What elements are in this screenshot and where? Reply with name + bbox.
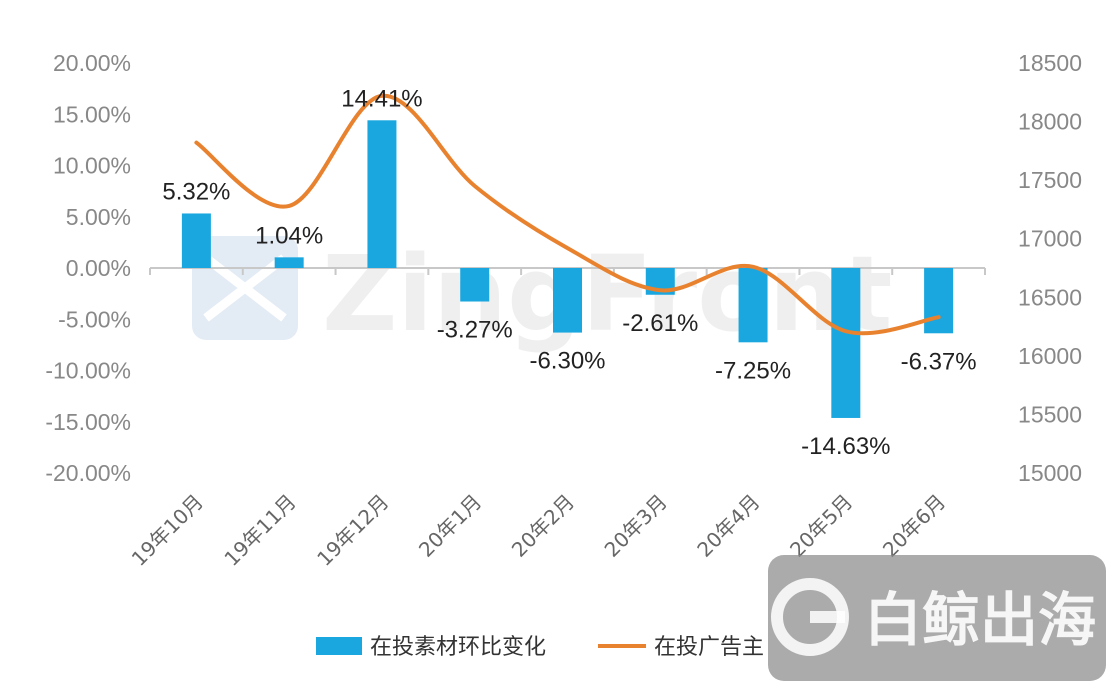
- y-right-tick-label: 17500: [1018, 167, 1082, 193]
- y-left-tick-label: -10.00%: [45, 358, 131, 384]
- legend-bar-swatch: [316, 637, 362, 655]
- line-series-path: [194, 93, 941, 336]
- y-right-tick-label: 17000: [1018, 226, 1082, 252]
- x-category-label: 20年3月: [600, 490, 672, 562]
- bar-data-label: 14.41%: [341, 85, 422, 112]
- bar-series-layer: [181, 120, 954, 418]
- y-left-tick-label: 5.00%: [66, 204, 131, 230]
- y-left-tick-label: 10.00%: [53, 153, 131, 179]
- y-left-tick-label: -20.00%: [45, 460, 131, 486]
- bar-data-label: -6.37%: [901, 348, 977, 375]
- legend-label: 在投广告主: [654, 635, 764, 660]
- legend-label: 在投素材环比变化: [370, 635, 546, 660]
- data-labels-layer: 5.32% 1.04% 14.41% -3.27% -6.30% -2.61% -7.25%…: [162, 85, 976, 460]
- y-right-tick-label: 18000: [1018, 109, 1082, 135]
- baijing-watermark-text: 白鲸出海: [864, 586, 1096, 654]
- y-left-tick-label: 15.00%: [53, 101, 131, 127]
- y-left-tick-label: 0.00%: [66, 255, 131, 281]
- bar-data-label: -7.25%: [715, 357, 791, 384]
- bar: [553, 268, 582, 333]
- bar: [460, 268, 490, 302]
- line-series-layer: [194, 93, 941, 336]
- zingfront-logo-icon: [192, 236, 298, 340]
- y-right-tick-label: 16500: [1018, 284, 1082, 310]
- x-category-label: 20年4月: [692, 490, 764, 562]
- bar-data-label: -2.61%: [622, 310, 698, 337]
- y-left-tick-label: 20.00%: [53, 50, 131, 76]
- bar-data-label: 5.32%: [162, 178, 230, 205]
- bar: [367, 120, 397, 268]
- zingfront-watermark: ZingFront: [192, 233, 892, 355]
- y-right-tick-label: 18500: [1018, 50, 1082, 76]
- x-category-label: 20年2月: [507, 490, 579, 562]
- bar: [738, 268, 768, 343]
- bar-data-label: -6.30%: [529, 348, 605, 375]
- legend: 在投素材环比变化 在投广告主: [316, 635, 764, 660]
- x-category-label: 19年11月: [219, 490, 300, 571]
- y-left-tick-label: -15.00%: [45, 409, 131, 435]
- y-left-tick-label: -5.00%: [58, 306, 131, 332]
- x-category-label: 20年5月: [785, 490, 857, 562]
- bar-data-label: -3.27%: [437, 317, 513, 344]
- zingfront-watermark-text: ZingFront: [322, 233, 892, 355]
- bar: [274, 257, 304, 268]
- y-right-tick-label: 15000: [1018, 460, 1082, 486]
- bar: [831, 268, 861, 418]
- bar-data-label: 1.04%: [255, 222, 323, 249]
- baijing-watermark-box: [768, 555, 1106, 681]
- y-right-tick-label: 15500: [1018, 401, 1082, 427]
- bar: [924, 268, 954, 334]
- x-category-label: 20年1月: [414, 490, 486, 562]
- baijing-watermark: 白鲸出海: [768, 555, 1106, 681]
- y-right-tick-label: 16000: [1018, 343, 1082, 369]
- x-category-label: 19年10月: [127, 490, 208, 571]
- bar: [181, 213, 211, 268]
- x-category-label: 20年6月: [878, 490, 950, 562]
- x-category-label: 19年12月: [312, 490, 393, 571]
- bar-data-label: -14.63%: [801, 433, 890, 460]
